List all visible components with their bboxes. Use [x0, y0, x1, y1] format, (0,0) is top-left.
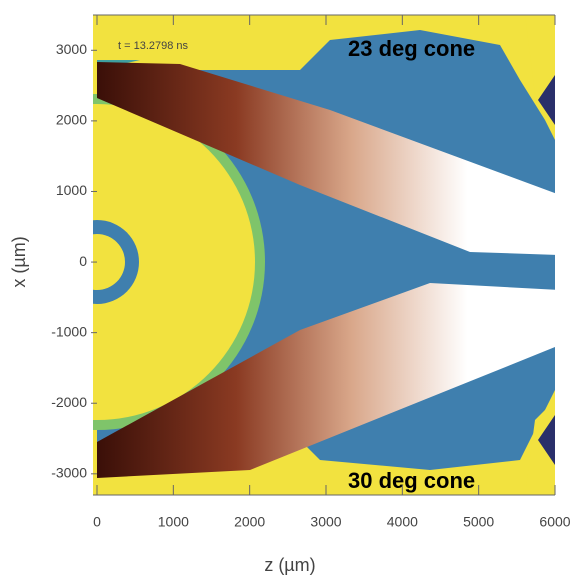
- y-tick-label: 1000: [56, 182, 87, 198]
- x-tick-label: 6000: [539, 514, 570, 530]
- x-tick-label: 1000: [158, 514, 189, 530]
- annotation: 23 deg cone: [348, 36, 475, 61]
- upper-cone: [97, 62, 555, 255]
- time-label: t = 13.2798 ns: [118, 40, 189, 52]
- y-tick-label: -3000: [51, 465, 87, 481]
- yellow-spot: [93, 234, 125, 290]
- y-tick-label: 3000: [56, 41, 87, 57]
- y-tick-label: -1000: [51, 323, 87, 339]
- x-tick-label: 0: [93, 514, 101, 530]
- edge-dark: [538, 75, 555, 465]
- annotation: 30 deg cone: [348, 468, 475, 493]
- field: [93, 15, 555, 495]
- y-tick-label: -2000: [51, 394, 87, 410]
- x-tick-label: 3000: [310, 514, 341, 530]
- x-tick-label: 4000: [387, 514, 418, 530]
- x-tick-label: 5000: [463, 514, 494, 530]
- lower-cone: [97, 283, 555, 478]
- y-tick-label: 0: [79, 253, 87, 269]
- y-axis-label: x (µm): [9, 236, 29, 287]
- x-tick-label: 2000: [234, 514, 265, 530]
- yellow-core: [93, 104, 255, 420]
- x-axis-label: z (µm): [264, 555, 315, 575]
- y-tick-label: 2000: [56, 112, 87, 128]
